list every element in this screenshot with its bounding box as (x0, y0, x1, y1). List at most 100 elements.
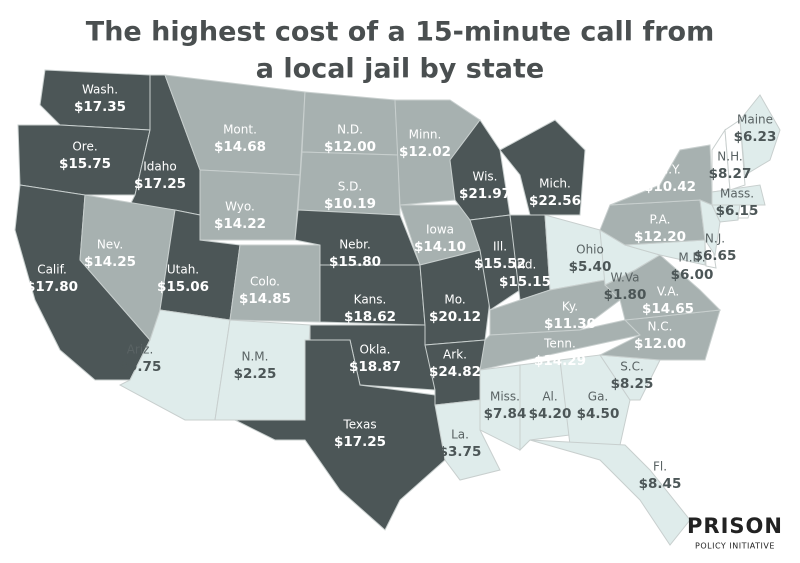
state-cost: $4.20 (529, 406, 572, 422)
state-name: Ky. (562, 300, 578, 314)
state (699, 199, 721, 257)
state-cost: $3.75 (439, 444, 482, 460)
state (724, 119, 746, 191)
state-cost: $8.27 (709, 166, 752, 182)
state-name: S.D. (338, 180, 363, 194)
state-cost: $15.06 (157, 279, 209, 295)
state-name: Mont. (223, 123, 257, 137)
state-cost: $12.02 (399, 144, 451, 160)
state-cost: $8.25 (611, 376, 654, 392)
state (604, 254, 722, 321)
state-cost: $22.56 (529, 193, 581, 209)
state-name: S.C. (620, 360, 644, 374)
state-name: Mich. (539, 177, 571, 191)
state-cost: $15.52 (474, 256, 526, 272)
state (711, 184, 766, 206)
state-name: Al. (542, 390, 557, 404)
state-name: Minn. (409, 128, 442, 142)
state-cost: $17.25 (134, 176, 186, 192)
state-cost: $6.65 (694, 248, 737, 264)
state-name: Wash. (82, 83, 118, 97)
state-name: Fl. (653, 460, 667, 474)
state-cost: $6.00 (671, 267, 714, 283)
state-name: Kans. (354, 293, 387, 307)
state-cost: $14.29 (534, 353, 586, 369)
state-name: Texas (342, 418, 376, 432)
state-name: Nebr. (339, 238, 371, 252)
state (499, 119, 586, 216)
state-cost: $18.62 (344, 309, 396, 325)
state-name: Ind. (514, 258, 537, 272)
state-cost: $6.23 (734, 129, 777, 145)
state-cost: $18.87 (349, 359, 401, 375)
state-cost: $9.75 (119, 359, 162, 375)
labels: Wash. $17.35 Ore. $15.75 Idaho $17.25 Calif. $1… (26, 83, 776, 493)
title-line: The highest cost of a 15-minute call fro… (86, 17, 714, 48)
state-cost: $12.00 (324, 139, 376, 155)
state-cost: $7.84 (484, 406, 527, 422)
state-cost: $8.45 (639, 476, 682, 492)
state-cost: $20.12 (429, 309, 481, 325)
state-name: Maine (737, 113, 773, 127)
state-name: Ore. (72, 140, 97, 154)
state-name: N.H. (717, 150, 742, 164)
state-name: Mass. (720, 187, 754, 201)
state-cost: $12.00 (634, 336, 686, 352)
logo: PRISON (687, 514, 783, 538)
state-name: Okla. (360, 343, 391, 357)
state-cost: $24.82 (429, 364, 481, 380)
state-cost: $4.50 (577, 406, 620, 422)
state-cost: $17.80 (26, 279, 78, 295)
state-cost: $14.85 (239, 291, 291, 307)
state-cost: $14.25 (84, 254, 136, 270)
state-name: Wyo. (225, 200, 255, 214)
state-name: V.A. (657, 285, 679, 299)
state-cost: $2.25 (234, 366, 277, 382)
state-cost: $15.15 (499, 274, 551, 290)
state-name: La. (451, 428, 469, 442)
title-line: a local jail by state (256, 54, 544, 85)
state-name: N.C. (648, 320, 673, 334)
state-cost: $11.30 (544, 316, 596, 332)
state (559, 354, 631, 446)
state-name: W.Va (611, 271, 640, 285)
state-cost: $15.75 (59, 156, 111, 172)
state-name: M.D. (678, 251, 705, 265)
state-cost: $15.80 (329, 254, 381, 270)
state-cost: $6.15 (716, 203, 759, 219)
state-cost: $14.10 (414, 239, 466, 255)
state-cost: $10.19 (324, 196, 376, 212)
state-name: P.A. (650, 213, 671, 227)
state-name: Ark. (443, 348, 467, 362)
state-name: Ariz. (127, 343, 154, 357)
state-name: Ohio (576, 243, 604, 257)
state-cost: $5.40 (569, 259, 612, 275)
state-cost: $12.20 (634, 229, 686, 245)
state-cost: $14.65 (642, 301, 694, 317)
state-name: Ga. (588, 390, 608, 404)
logo-sub: POLICY INITIATIVE (695, 542, 775, 551)
state (519, 359, 571, 452)
state-cost: $17.35 (74, 99, 126, 115)
state-name: N.M. (242, 350, 269, 364)
states (14, 69, 781, 546)
state-name: Mo. (444, 293, 465, 307)
state (234, 339, 446, 531)
state-cost: $17.25 (334, 434, 386, 450)
state (739, 94, 781, 176)
state-name: Miss. (490, 390, 520, 404)
state (529, 439, 691, 546)
state-name: Wis. (472, 170, 497, 184)
state-name: Calif. (37, 263, 67, 277)
state-cost: $14.68 (214, 139, 266, 155)
state-name: N.Y. (659, 163, 681, 177)
state (469, 214, 521, 311)
state-cost: $10.42 (644, 179, 696, 195)
state-cost: $1.80 (604, 287, 647, 303)
state-name: N.D. (337, 123, 363, 137)
state-name: Nev. (97, 238, 123, 252)
state-name: Colo. (250, 275, 280, 289)
state-cost: $21.97 (459, 186, 511, 202)
state-cost: $14.22 (214, 216, 266, 232)
